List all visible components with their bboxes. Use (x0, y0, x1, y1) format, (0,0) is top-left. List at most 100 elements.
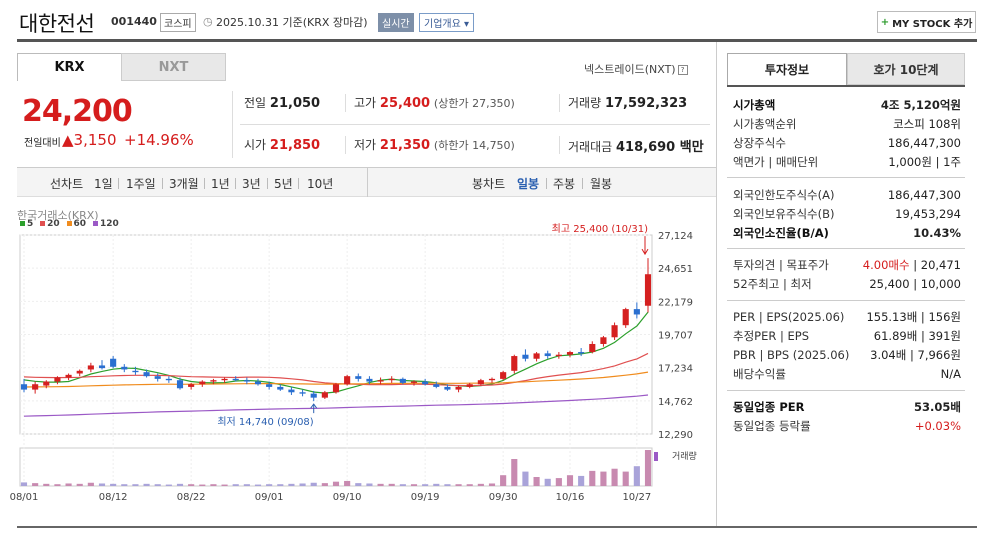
info-row: 투자의견 | 목표주가 4.00매수 | 20,471 (733, 256, 961, 274)
info-value: 10.43% (913, 226, 961, 240)
volume-bar (622, 471, 629, 486)
candle-chart-button[interactable]: 봉차트 (472, 177, 506, 191)
candle (110, 356, 117, 369)
x-tick-label: 08/12 (99, 492, 128, 503)
divider (118, 178, 119, 189)
info-row: 동일업종 PER 53.05배 (733, 398, 961, 416)
candle-monthly[interactable]: 월봉 (590, 177, 613, 191)
candle (388, 376, 395, 383)
candle (254, 378, 262, 386)
candle-body (321, 392, 328, 398)
legend-swatch (20, 221, 25, 226)
candle (533, 352, 540, 362)
x-tick-label: 09/01 (255, 492, 284, 503)
y-tick-label: 27,124 (658, 231, 693, 242)
volume-bar (110, 483, 117, 486)
amount-label: 거래대금 (568, 140, 613, 154)
candle-body (132, 370, 139, 373)
info-key: 상장주식수 (733, 136, 786, 150)
ma-legend: 5 20 60 120 (20, 219, 123, 229)
period-10y[interactable]: 10년 (307, 177, 334, 191)
tab-order-book[interactable]: 호가 10단계 (847, 53, 965, 85)
company-overview-dropdown[interactable]: 기업개요 ▾ (419, 13, 475, 32)
min-label: 최저 14,740 (09/08) (217, 416, 313, 428)
min-arrow-head (310, 403, 318, 409)
add-mystock-button[interactable]: + MY STOCK 추가 (877, 11, 976, 33)
change-percent: +14.96% (124, 131, 194, 149)
high-price: 고가 25,400 (상한가 27,350) (354, 94, 515, 111)
candle (210, 378, 217, 385)
candle (221, 377, 228, 383)
mystock-label: MY STOCK 추가 (892, 18, 973, 30)
realtime-button[interactable]: 실시간 (378, 13, 414, 32)
volume-bar (277, 484, 284, 486)
candle (277, 384, 284, 391)
price-chart[interactable]: 27,124 24,651 22,179 19,707 17,234 14,762 12,2… (0, 0, 716, 520)
candle (76, 369, 83, 377)
candle (54, 376, 61, 385)
candle-body (299, 392, 306, 394)
period-1w[interactable]: 1주일 (126, 177, 156, 191)
candle (188, 382, 195, 390)
candle-body (143, 372, 150, 377)
candle-body (344, 376, 351, 385)
info-key: 동일업종 등락률 (733, 419, 811, 433)
info-row: 동일업종 등락률 +0.03% (733, 417, 961, 435)
volume-bar (455, 484, 462, 486)
volume-bar (221, 484, 228, 486)
volume-bar (600, 471, 607, 486)
low-label: 저가 (354, 138, 377, 152)
candle-body (98, 365, 106, 369)
candle-body (600, 337, 607, 344)
quote-divider (232, 91, 233, 158)
candle-body (477, 380, 484, 385)
info-value: 코스피 108위 (893, 117, 961, 131)
candle (488, 377, 496, 383)
info-key: 배당수익률 (733, 367, 786, 381)
candle-weekly[interactable]: 주봉 (553, 177, 576, 191)
candle (299, 389, 306, 397)
help-icon[interactable]: ? (677, 65, 688, 75)
candle (433, 381, 440, 389)
volume-bar (578, 475, 585, 486)
divider (546, 178, 547, 189)
info-row: 상장주식수 186,447,300 (733, 134, 961, 152)
candle-body (232, 378, 239, 381)
info-row: 외국인소진율(B/A) 10.43% (733, 224, 961, 242)
period-3y[interactable]: 3년 (242, 177, 261, 191)
candle (644, 258, 652, 313)
candle-body (522, 354, 529, 359)
tab-krx[interactable]: KRX (17, 53, 122, 81)
info-key: PBR | BPS (2025.06) (733, 348, 850, 362)
line-chart-button[interactable]: 선차트 (50, 177, 84, 191)
candle-daily[interactable]: 일봉 (517, 177, 540, 191)
candle-body (188, 384, 195, 387)
candle (310, 390, 317, 402)
y-tick-label: 12,290 (658, 430, 693, 441)
candle-body (578, 352, 585, 354)
candle-body (466, 384, 473, 387)
candle-body (644, 274, 652, 306)
period-3m[interactable]: 3개월 (169, 177, 199, 191)
divider (267, 178, 268, 189)
period-5y[interactable]: 5년 (274, 177, 293, 191)
info-separator (727, 300, 965, 301)
candle-body (54, 377, 61, 382)
y-tick-label: 19,707 (658, 331, 693, 342)
tab-nxt[interactable]: NXT (121, 53, 226, 81)
legend-ma120: 120 (92, 219, 119, 229)
period-1y[interactable]: 1년 (211, 177, 230, 191)
candle (589, 341, 596, 354)
volume-bar (422, 484, 429, 486)
tab-investment-info[interactable]: 투자정보 (727, 53, 847, 85)
volume-bar (388, 483, 395, 486)
volume-bar (199, 484, 206, 486)
period-1d[interactable]: 1일 (94, 177, 113, 191)
x-tick-label: 10/16 (556, 492, 585, 503)
panel-header-line (727, 85, 965, 87)
candle (466, 382, 473, 389)
candle (232, 376, 239, 382)
nextrade-label: 넥스트레이드(NXT) (584, 63, 676, 76)
open-price: 시가 21,850 (244, 136, 320, 153)
nextrade-link[interactable]: 넥스트레이드(NXT)? (584, 61, 688, 77)
